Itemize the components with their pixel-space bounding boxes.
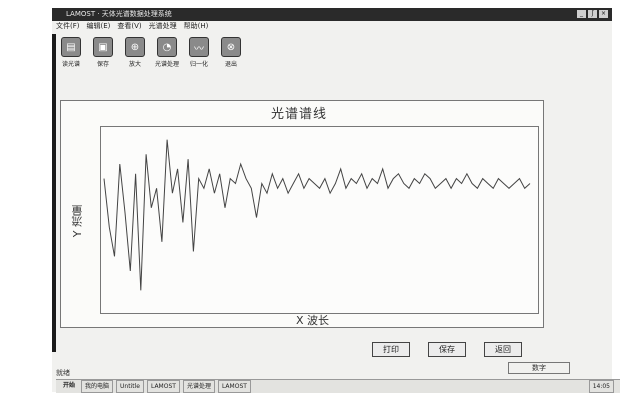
clock: 14:05 — [588, 380, 614, 393]
toolbar: ▤ 读光谱 ▣ 保存 ⊕ 放大 ◔ 光谱处理 〰 归一化 ⊗ 退出 — [52, 33, 618, 77]
normalize-icon: 〰 — [189, 37, 209, 57]
status-indicator: 数字 — [508, 362, 570, 374]
menu-help[interactable]: 帮助(H) — [183, 22, 209, 30]
toolbar-zoom-button[interactable]: ⊕ 放大 — [122, 33, 148, 77]
menu-bar: 文件(F) 编辑(E) 查看(V) 光谱处理 帮助(H) — [52, 21, 616, 32]
process-icon: ◔ — [157, 37, 177, 57]
print-button[interactable]: 打印 — [372, 342, 410, 357]
taskbar-item[interactable]: LAMOST — [146, 380, 180, 393]
open-spectrum-icon: ▤ — [61, 37, 81, 57]
window-title: LAMOST · 天体光谱数据处理系统 — [66, 10, 172, 18]
menu-view[interactable]: 查看(V) — [117, 22, 142, 30]
toolbar-normalize-button[interactable]: 〰 归一化 — [186, 33, 212, 77]
start-button[interactable]: 开始 — [63, 382, 76, 389]
toolbar-exit-button[interactable]: ⊗ 退出 — [218, 33, 244, 77]
save-button[interactable]: 保存 — [428, 342, 466, 357]
toolbar-process-button[interactable]: ◔ 光谱处理 — [154, 33, 180, 77]
chart-title: 光谱谱线 — [271, 107, 328, 122]
back-button[interactable]: 返回 — [484, 342, 522, 357]
y-axis-label: Y 流量 — [71, 205, 84, 238]
menu-file[interactable]: 文件(F) — [56, 22, 80, 30]
status-text: 就绪 — [56, 369, 70, 377]
exit-icon: ⊗ — [221, 37, 241, 57]
spectrum-chart — [103, 139, 531, 291]
title-bar: LAMOST · 天体光谱数据处理系统 _ ʃ × — [52, 8, 612, 21]
taskbar-item[interactable]: 光谱处理 — [182, 380, 215, 393]
toolbar-open-button[interactable]: ▤ 读光谱 — [58, 33, 84, 77]
left-scroll-edge — [52, 34, 56, 352]
toolbar-save-button[interactable]: ▣ 保存 — [90, 33, 116, 77]
plot-area — [100, 126, 539, 314]
menu-edit[interactable]: 编辑(E) — [86, 22, 111, 30]
taskbar-item[interactable]: Untitle — [116, 380, 144, 393]
restore-button[interactable]: ʃ — [588, 10, 597, 18]
taskbar: 开始 我的电脑 Untitle LAMOST 光谱处理 LAMOST 14:05 — [56, 379, 620, 393]
spectrum-line — [103, 139, 531, 291]
zoom-icon: ⊕ — [125, 37, 145, 57]
close-button[interactable]: × — [599, 10, 608, 18]
taskbar-item[interactable]: 我的电脑 — [81, 380, 114, 393]
taskbar-item[interactable]: LAMOST — [217, 380, 251, 393]
save-icon: ▣ — [93, 37, 113, 57]
menu-spectrum[interactable]: 光谱处理 — [148, 22, 177, 30]
minimize-button[interactable]: _ — [577, 10, 586, 18]
x-axis-label: X 波长 — [296, 314, 330, 327]
